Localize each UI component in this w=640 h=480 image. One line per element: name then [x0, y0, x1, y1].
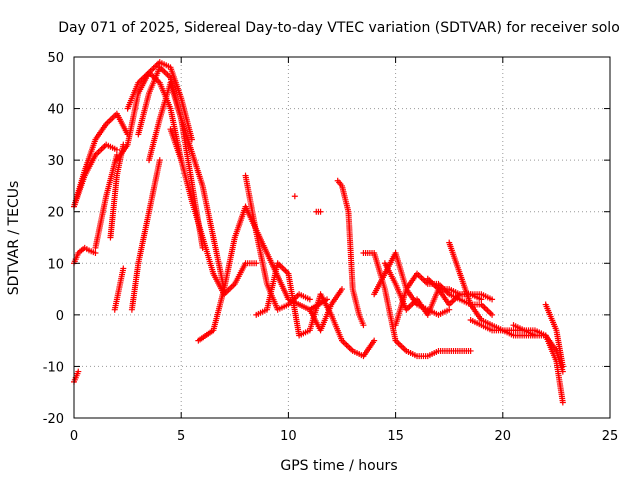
series-arc-24: [392, 270, 496, 329]
data-point: [92, 249, 99, 256]
series-arc-5: [92, 151, 120, 251]
y-tick-label: 0: [56, 309, 64, 324]
series-arc-10: [128, 157, 163, 313]
data-point: [306, 296, 313, 303]
plot-frame: [73, 56, 611, 419]
data-point: [371, 337, 378, 344]
series-arc-21: [360, 249, 474, 360]
x-tick-label: 25: [602, 429, 619, 444]
y-tick-label: 50: [47, 51, 64, 66]
data-point: [291, 193, 298, 200]
x-tick-label: 20: [495, 429, 512, 444]
series-arc-18: [313, 208, 324, 215]
data-point: [113, 146, 120, 153]
data-point: [478, 296, 485, 303]
data-point: [253, 260, 260, 267]
series-arc-6: [107, 141, 127, 241]
data-point: [467, 347, 474, 354]
series-arc-29: [542, 301, 566, 370]
axes: 0 5 10 15 20 25 -20 -10 0 10 20 30 40 50: [43, 51, 619, 444]
chart-title: Day 071 of 2025, Sidereal Day-to-day VTE…: [58, 20, 620, 36]
data-point: [559, 399, 566, 406]
y-tick-label: -10: [43, 360, 64, 375]
series-arc-23: [381, 260, 485, 318]
y-tick-label: 30: [47, 154, 64, 169]
x-tick-label: 0: [70, 429, 78, 444]
y-tick-label: -20: [43, 412, 64, 427]
data-point: [489, 296, 496, 303]
data-point: [75, 368, 82, 375]
y-tick-label: 10: [47, 257, 64, 272]
x-tick-label: 5: [177, 429, 185, 444]
series-arc-25: [424, 275, 496, 308]
series-arc-14: [195, 203, 330, 344]
y-tick-label: 40: [47, 103, 64, 118]
data-point: [339, 286, 345, 293]
series-arc-16: [253, 260, 378, 360]
series-arc-13: [167, 126, 260, 298]
series-arc-26: [446, 239, 538, 339]
data-point: [156, 157, 163, 164]
y-tick-label: 20: [47, 206, 64, 221]
data-point: [559, 363, 566, 370]
series-arc-9: [124, 59, 195, 143]
series-arc-20: [334, 177, 367, 329]
data-point: [446, 306, 453, 313]
y-axis-title: SDTVAR / TECUs: [6, 181, 22, 296]
data-point: [489, 311, 496, 318]
x-axis-title: GPS time / hours: [280, 458, 397, 474]
data-point: [360, 322, 367, 329]
x-tick-label: 15: [387, 429, 404, 444]
series-arc-19: [306, 286, 345, 334]
x-tick-label: 10: [280, 429, 297, 444]
series-arc-17: [291, 193, 298, 200]
data-point: [317, 208, 324, 215]
series-arc-2: [71, 110, 131, 210]
series-arc-28: [510, 322, 566, 406]
series-arc-7: [111, 265, 127, 313]
data-point: [120, 265, 127, 272]
data-series: [71, 59, 566, 406]
